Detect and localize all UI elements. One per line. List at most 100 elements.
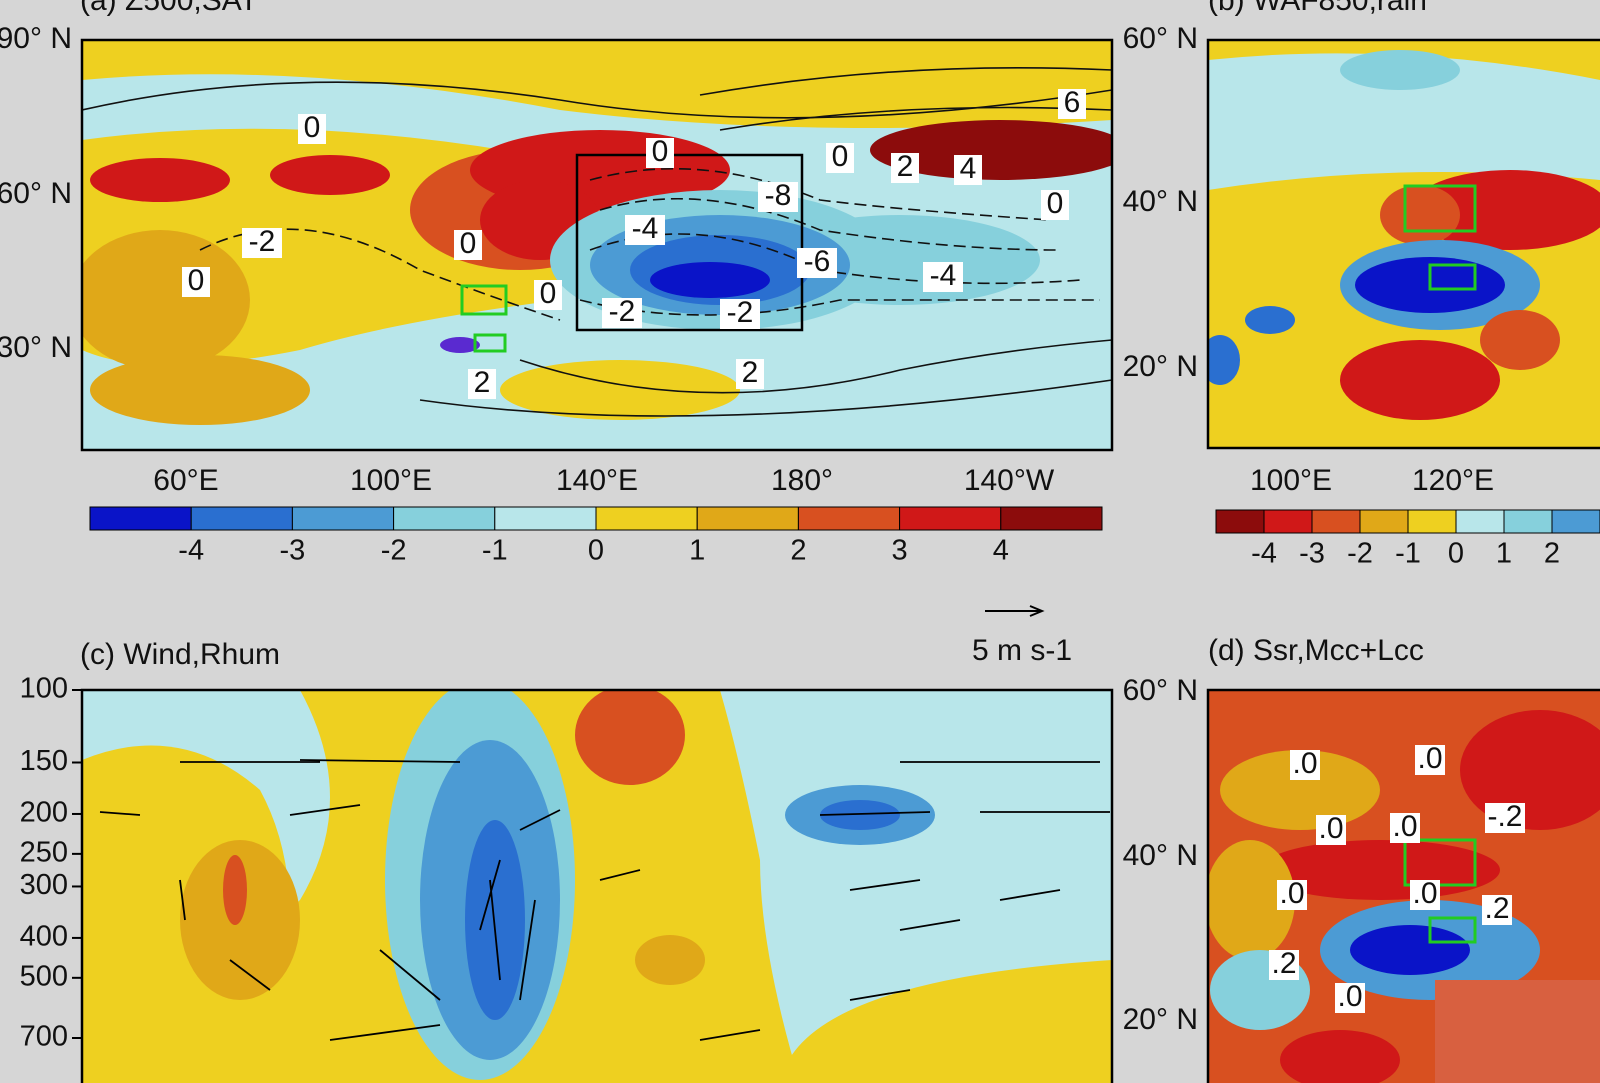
- map-b-shape: [1340, 340, 1500, 420]
- contour-label: .2: [1271, 947, 1296, 980]
- map-a-shape: [440, 337, 480, 353]
- map-d-shape: [1220, 750, 1380, 830]
- pressure-label: 200: [20, 797, 68, 829]
- frame-a: [80, 38, 1114, 452]
- map-a-shape: [599, 197, 1061, 251]
- map-a-shape: [650, 262, 770, 298]
- map-b-shape: [1245, 306, 1295, 334]
- colorbar-label: 2: [1544, 538, 1560, 570]
- map-a-shape: [579, 299, 1100, 316]
- lat-labels-d: 60° N 40° N 20° N: [1123, 674, 1198, 1036]
- lat-label: 40° N: [1123, 185, 1198, 218]
- colorbar-label: 2: [790, 535, 806, 567]
- contour-labels-a-shape: [720, 299, 760, 329]
- lat-label: 30° N: [0, 331, 72, 364]
- colorbar-cell: [899, 506, 1002, 531]
- lat-labels-a: 90° N 60° N 30° N: [0, 22, 72, 364]
- map-a-shape: [90, 355, 310, 425]
- map-a-shape: [82, 81, 1112, 119]
- pressure-label: 500: [20, 960, 68, 992]
- panel-title: (c) Wind,Rhum: [80, 638, 280, 671]
- contour-labels-d-shape: [1482, 895, 1512, 925]
- map-c-shape: [635, 935, 705, 985]
- contour-label: .0: [1417, 742, 1442, 775]
- colorbar-cell: [595, 506, 698, 531]
- map-a-shape: [270, 155, 390, 195]
- contour-labels-a-shape: [923, 262, 963, 292]
- map-c-shape: [465, 820, 525, 1020]
- colorbar-label: 0: [588, 535, 604, 567]
- colorbar-label: -4: [178, 535, 204, 567]
- colorbar-cell: [1263, 509, 1313, 534]
- contour-labels-a-shape: [1041, 190, 1069, 220]
- colorbar-label: -3: [1299, 538, 1325, 570]
- contour-labels-d-shape: [1290, 750, 1320, 780]
- map-c: [82, 690, 1112, 1083]
- map-d-shape: [1435, 980, 1600, 1083]
- contour-label: .0: [1318, 812, 1343, 845]
- colorbar-label: -4: [1251, 538, 1277, 570]
- contour-labels-a-shape: [826, 143, 854, 173]
- lon-label: 140°W: [964, 464, 1055, 497]
- colorbar-label: 1: [689, 535, 705, 567]
- pressure-label: 100: [20, 673, 68, 705]
- contour-label: -4: [930, 259, 957, 292]
- colorbar-cell: [1359, 509, 1409, 534]
- map-c-shape: [99, 759, 1110, 1041]
- contour-label: .2: [1484, 892, 1509, 925]
- contour-label: 2: [742, 356, 759, 389]
- lat-label: 60° N: [0, 177, 72, 210]
- reference-label: 5 m s-1: [972, 634, 1072, 667]
- colorbar-cell: [797, 506, 901, 531]
- contour-labels-a-shape: [736, 359, 764, 389]
- map-c-shape: [223, 855, 247, 925]
- map-d-shape: [1350, 925, 1470, 975]
- lat-label: 60° N: [1123, 22, 1198, 55]
- lon-labels-b: 100°E 120°E: [1250, 464, 1494, 497]
- map-a-shape: [419, 379, 1112, 417]
- contour-label: 0: [304, 111, 321, 144]
- map-a-shape: [589, 167, 1051, 221]
- map-a-shape: [575, 153, 804, 332]
- map-a-shape: [719, 106, 1112, 131]
- map-a-shape: [699, 66, 1112, 96]
- colorbar-cell: [696, 506, 799, 531]
- map-b-shape: [1208, 335, 1240, 385]
- map-a-shape: [473, 333, 507, 353]
- colorbar-cell: [1455, 509, 1505, 534]
- map-a: [82, 40, 1112, 450]
- map-b: [1208, 40, 1600, 448]
- contour-labels-a-shape: [468, 369, 496, 399]
- colorbar-cell: [190, 506, 293, 531]
- lon-label: 120°E: [1412, 464, 1494, 497]
- map-b-shape: [1480, 310, 1560, 370]
- map-a-shape: [500, 360, 740, 420]
- contour-label: .0: [1292, 747, 1317, 780]
- contour-labels-a-shape: [891, 153, 919, 183]
- map-c-shape-shape: [99, 759, 1110, 1041]
- frame-c: [80, 688, 1114, 1083]
- contour-label: -4: [632, 212, 659, 245]
- colorbar-cell: [1551, 509, 1600, 534]
- map-d-shape: [1460, 710, 1600, 830]
- colorbar-cell: [1311, 509, 1361, 534]
- lat-label: 60° N: [1123, 674, 1198, 707]
- contour-label: -8: [765, 179, 792, 212]
- contour-labels-a-shape: [242, 228, 282, 258]
- colorbar-label: -1: [1395, 538, 1421, 570]
- contour-labels-a-shape: [602, 298, 642, 328]
- map-c-shape: [820, 800, 900, 830]
- contour-label: 2: [897, 150, 914, 183]
- contour-labels-d-shape: [1335, 983, 1365, 1013]
- lon-label: 140°E: [556, 464, 638, 497]
- contour-labels-a-shape: [625, 215, 665, 245]
- contour-labels-d-shape: [1277, 880, 1307, 910]
- contour-labels-a-shape: [954, 155, 982, 185]
- contour-labels-a-shape: [797, 248, 837, 278]
- colorbar-cell: [393, 506, 496, 531]
- panel-title: (b) WAF850,rain: [1208, 0, 1427, 17]
- map-c-shape: [780, 960, 1112, 1083]
- contour-label: -6: [804, 245, 831, 278]
